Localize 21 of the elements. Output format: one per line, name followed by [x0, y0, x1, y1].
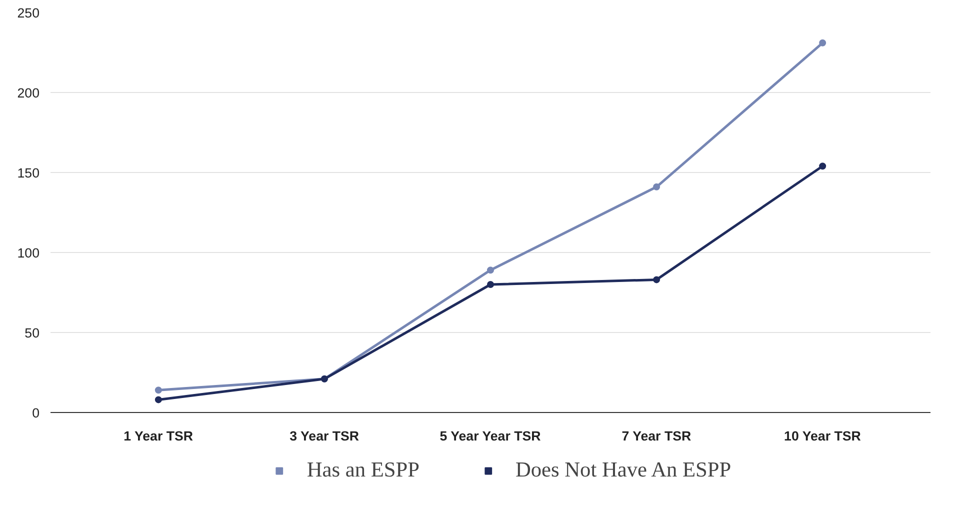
y-tick-label: 100	[17, 246, 40, 260]
point	[154, 396, 162, 404]
x-tick-label: 7 Year TSR	[622, 428, 692, 444]
legend-label: Has an ESPP	[306, 458, 420, 482]
point	[819, 39, 826, 46]
y-tick-label: 0	[32, 406, 40, 420]
point	[487, 281, 494, 288]
x-tick-label: 10 Year TSR	[784, 428, 862, 444]
y-tick-label: 150	[17, 166, 40, 180]
point	[653, 183, 660, 190]
legend-label: Does Not Have An ESPP	[515, 458, 732, 482]
point	[154, 386, 162, 394]
y-tick-label: 200	[17, 86, 40, 100]
point	[653, 276, 660, 284]
x-tick-label: 1 Year TSR	[124, 428, 194, 444]
point	[819, 162, 826, 170]
x-tick-label: 3 Year TSR	[290, 428, 360, 444]
x-tick-label: 5 Year Year TSR	[440, 428, 542, 444]
y-tick-label: 250	[17, 6, 40, 20]
point	[487, 266, 494, 274]
y-tick-label: 50	[24, 326, 40, 340]
